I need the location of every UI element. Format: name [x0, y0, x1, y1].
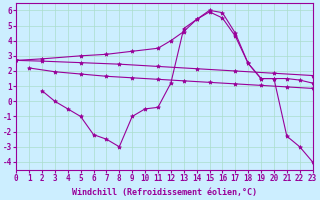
- X-axis label: Windchill (Refroidissement éolien,°C): Windchill (Refroidissement éolien,°C): [72, 188, 257, 197]
